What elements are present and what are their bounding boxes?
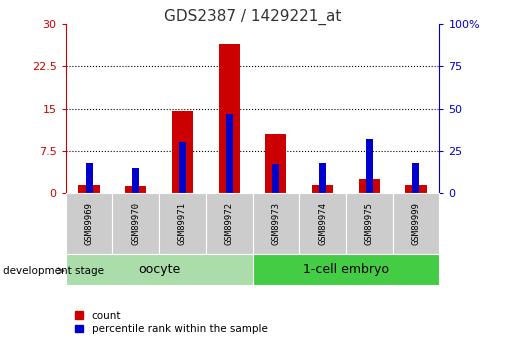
Text: GSM89970: GSM89970 xyxy=(131,202,140,245)
Text: GDS2387 / 1429221_at: GDS2387 / 1429221_at xyxy=(164,9,341,25)
FancyBboxPatch shape xyxy=(66,193,113,254)
Text: GSM89969: GSM89969 xyxy=(84,202,93,245)
FancyBboxPatch shape xyxy=(113,193,159,254)
Bar xyxy=(132,168,139,193)
Bar xyxy=(413,163,420,193)
Text: GSM89999: GSM89999 xyxy=(412,202,421,245)
Text: GSM89971: GSM89971 xyxy=(178,202,187,245)
Bar xyxy=(226,114,233,193)
Bar xyxy=(272,165,279,193)
Text: development stage: development stage xyxy=(3,266,104,276)
Text: 1-cell embryo: 1-cell embryo xyxy=(303,263,389,276)
Legend: count, percentile rank within the sample: count, percentile rank within the sample xyxy=(71,307,272,338)
Text: GSM89974: GSM89974 xyxy=(318,202,327,245)
FancyBboxPatch shape xyxy=(299,193,346,254)
FancyBboxPatch shape xyxy=(252,193,299,254)
Bar xyxy=(85,163,92,193)
Text: oocyte: oocyte xyxy=(138,263,180,276)
Bar xyxy=(312,185,333,193)
Text: GSM89975: GSM89975 xyxy=(365,202,374,245)
FancyBboxPatch shape xyxy=(346,193,393,254)
Bar xyxy=(219,44,240,193)
Bar xyxy=(366,139,373,193)
Bar xyxy=(78,185,99,193)
FancyBboxPatch shape xyxy=(159,193,206,254)
Bar xyxy=(125,186,146,193)
Bar xyxy=(406,185,427,193)
Bar xyxy=(179,142,186,193)
FancyBboxPatch shape xyxy=(206,193,252,254)
Bar xyxy=(359,179,380,193)
Text: GSM89973: GSM89973 xyxy=(271,202,280,245)
FancyBboxPatch shape xyxy=(252,254,439,285)
Bar xyxy=(172,111,193,193)
Bar xyxy=(265,134,286,193)
Bar xyxy=(319,163,326,193)
FancyBboxPatch shape xyxy=(66,254,252,285)
Text: GSM89972: GSM89972 xyxy=(225,202,234,245)
FancyBboxPatch shape xyxy=(393,193,439,254)
